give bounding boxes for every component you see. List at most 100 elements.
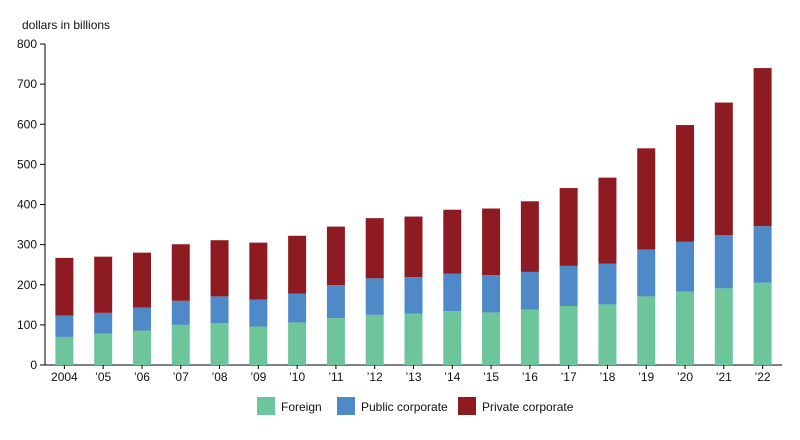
bar-private-corporate	[482, 208, 501, 276]
bar-public-corporate	[94, 312, 113, 334]
bar-foreign	[753, 282, 772, 365]
bar-foreign	[482, 312, 501, 365]
legend-swatch	[257, 397, 275, 415]
bar-public-corporate	[132, 307, 151, 331]
x-tick-labels: 2004 ’05 ’06 ’07 ’08 ’09 ’10 ’11 ’12 ’13 ’14 ’15 ’16…	[51, 370, 771, 384]
x-tick-label: ’06	[134, 370, 150, 384]
bar-public-corporate	[404, 277, 423, 314]
bar-public-corporate	[210, 296, 229, 324]
bar-public-corporate	[326, 285, 345, 319]
bar-foreign	[210, 323, 229, 365]
bar-foreign	[365, 314, 384, 365]
bar-private-corporate	[210, 240, 229, 297]
bar-private-corporate	[598, 177, 617, 264]
x-tick-label: ’16	[522, 370, 538, 384]
bar-private-corporate	[171, 244, 190, 301]
bar-private-corporate	[753, 68, 772, 227]
x-tick-label: ’19	[638, 370, 654, 384]
bars-layer	[55, 68, 772, 365]
x-tick-label: ’18	[599, 370, 615, 384]
legend-item-private-corporate: Private corporate	[458, 397, 574, 415]
x-tick-label: ’08	[212, 370, 228, 384]
x-tick-label: ’12	[367, 370, 383, 384]
bar-public-corporate	[171, 300, 190, 325]
bar-public-corporate	[559, 265, 578, 307]
x-tick-label: ’21	[716, 370, 732, 384]
y-tick-label: 100	[17, 318, 37, 332]
bar-foreign	[443, 311, 462, 365]
bar-private-corporate	[714, 102, 733, 235]
x-tick-label: ’10	[289, 370, 305, 384]
bar-private-corporate	[676, 125, 695, 242]
bar-foreign	[714, 288, 733, 365]
legend-swatch	[337, 397, 355, 415]
legend-item-public-corporate: Public corporate	[337, 397, 448, 415]
bar-public-corporate	[676, 241, 695, 292]
bar-public-corporate	[365, 278, 384, 315]
bar-private-corporate	[288, 235, 307, 294]
x-tick-label: ’09	[250, 370, 266, 384]
bar-private-corporate	[559, 188, 578, 266]
bar-public-corporate	[482, 275, 501, 313]
bar-private-corporate	[404, 216, 423, 278]
y-tick-label: 300	[17, 238, 37, 252]
x-tick-label: ’05	[95, 370, 111, 384]
x-tick-label: ’22	[755, 370, 771, 384]
y-tick-label: 500	[17, 157, 37, 171]
bar-private-corporate	[94, 256, 113, 313]
y-tick-labels: 0 100 200 300 400 500 600 700 800	[17, 37, 37, 372]
bar-public-corporate	[55, 315, 74, 337]
bar-private-corporate	[55, 257, 74, 316]
bar-public-corporate	[443, 273, 462, 312]
bar-private-corporate	[365, 218, 384, 279]
y-tick-label: 700	[17, 77, 37, 91]
bar-foreign	[326, 318, 345, 365]
y-tick-label: 200	[17, 278, 37, 292]
bar-foreign	[288, 322, 307, 365]
y-tick-label: 0	[30, 358, 37, 372]
bar-foreign	[249, 326, 268, 365]
y-tick-label: 800	[17, 37, 37, 51]
x-tick-label: ’17	[561, 370, 577, 384]
bar-foreign	[404, 313, 423, 365]
x-tick-label: ’20	[677, 370, 693, 384]
bar-private-corporate	[249, 242, 268, 300]
bar-public-corporate	[288, 293, 307, 323]
x-tick-label: ’11	[328, 370, 343, 384]
legend-label: Foreign	[281, 400, 322, 414]
legend-label: Public corporate	[361, 400, 448, 414]
bar-foreign	[94, 333, 113, 365]
legend-item-foreign: Foreign	[257, 397, 322, 415]
bar-foreign	[55, 336, 74, 365]
x-tick-label: ’07	[173, 370, 189, 384]
bar-private-corporate	[443, 209, 462, 274]
y-tick-label: 600	[17, 117, 37, 131]
legend: Foreign Public corporate Private corporate	[257, 397, 574, 415]
bar-foreign	[559, 306, 578, 365]
y-tick-label: 400	[17, 198, 37, 212]
bar-private-corporate	[326, 226, 345, 286]
x-tick-label: ’13	[405, 370, 421, 384]
bar-public-corporate	[637, 249, 656, 297]
bar-foreign	[520, 309, 539, 365]
bar-foreign	[637, 296, 656, 365]
legend-label: Private corporate	[482, 400, 574, 414]
legend-swatch	[458, 397, 476, 415]
bar-public-corporate	[598, 263, 617, 305]
bar-foreign	[598, 304, 617, 365]
bar-foreign	[676, 291, 695, 365]
x-tick-label: ’14	[444, 370, 460, 384]
bar-foreign	[171, 324, 190, 365]
bar-public-corporate	[714, 234, 733, 289]
bar-public-corporate	[520, 271, 539, 310]
bar-public-corporate	[753, 226, 772, 283]
bar-foreign	[132, 330, 151, 365]
x-tick-label: ’15	[483, 370, 499, 384]
y-axis-title: dollars in billions	[22, 18, 110, 32]
bar-public-corporate	[249, 299, 268, 327]
bar-private-corporate	[132, 252, 151, 308]
bar-private-corporate	[520, 201, 539, 272]
bar-private-corporate	[637, 148, 656, 250]
